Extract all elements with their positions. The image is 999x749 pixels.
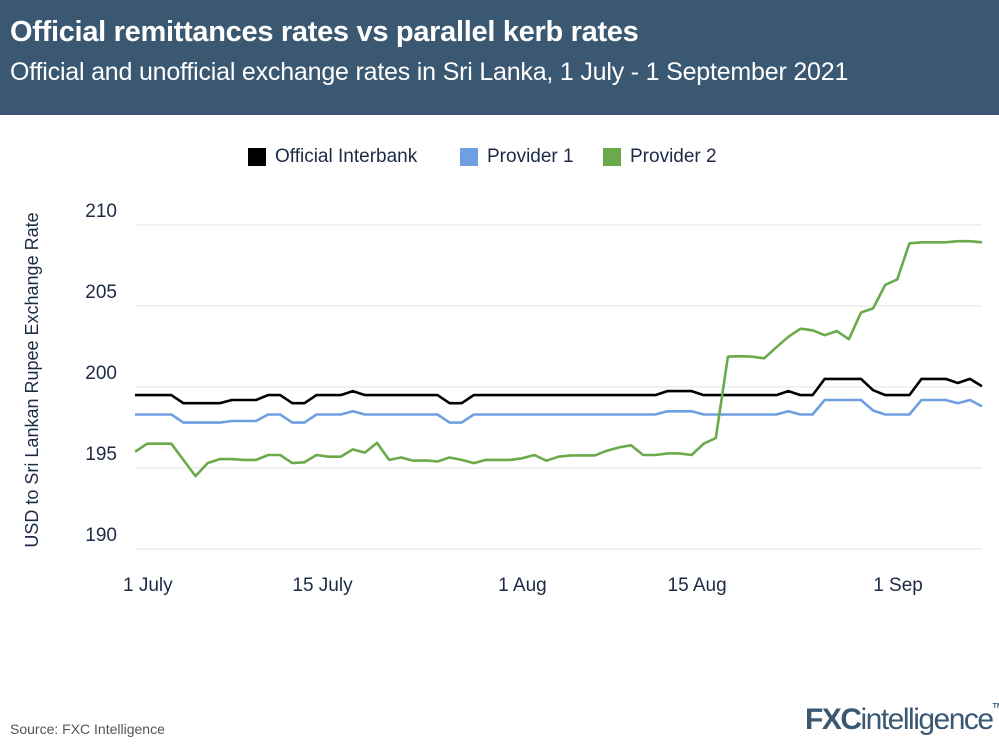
legend-label: Provider 1 [487,146,574,167]
chart-header: Official remittances rates vs parallel k… [0,0,999,115]
legend-label: Provider 2 [630,146,717,167]
fxc-intelligence-logo: FXCintelligenceTM [805,703,999,736]
chart-subtitle: Official and unofficial exchange rates i… [10,58,849,86]
legend-swatch-provider-2 [603,148,621,166]
x-tick-label: 1 July [123,575,173,596]
y-tick-label: 200 [85,363,117,384]
legend-swatch-official-interbank [248,148,266,166]
series-line-provider-1 [135,398,983,424]
y-tick-label: 210 [85,201,117,222]
x-tick-label: 1 Aug [498,575,547,596]
y-tick-label: 195 [85,444,117,465]
y-tick-label: 205 [85,282,117,303]
x-tick-label: 15 Aug [668,575,727,596]
legend-item-provider-2: Provider 2 [603,146,717,168]
y-axis-title: USD to Sri Lankan Rupee Exchange Rate [22,212,42,547]
chart-title: Official remittances rates vs parallel k… [10,16,639,48]
legend-item-provider-1: Provider 1 [460,146,574,168]
series-line-provider-2 [134,239,983,478]
chart-legend: Official Interbank Provider 1 Provider 2 [0,146,999,172]
x-tick-label: 15 July [292,575,353,596]
source-note: Source: FXC Intelligence [10,721,165,737]
legend-swatch-provider-1 [460,148,478,166]
x-tick-label: 1 Sep [873,575,923,596]
y-tick-label: 190 [85,525,117,546]
legend-item-official-interbank: Official Interbank [248,146,417,168]
series-line-official-interbank [135,377,983,405]
legend-label: Official Interbank [275,146,418,167]
